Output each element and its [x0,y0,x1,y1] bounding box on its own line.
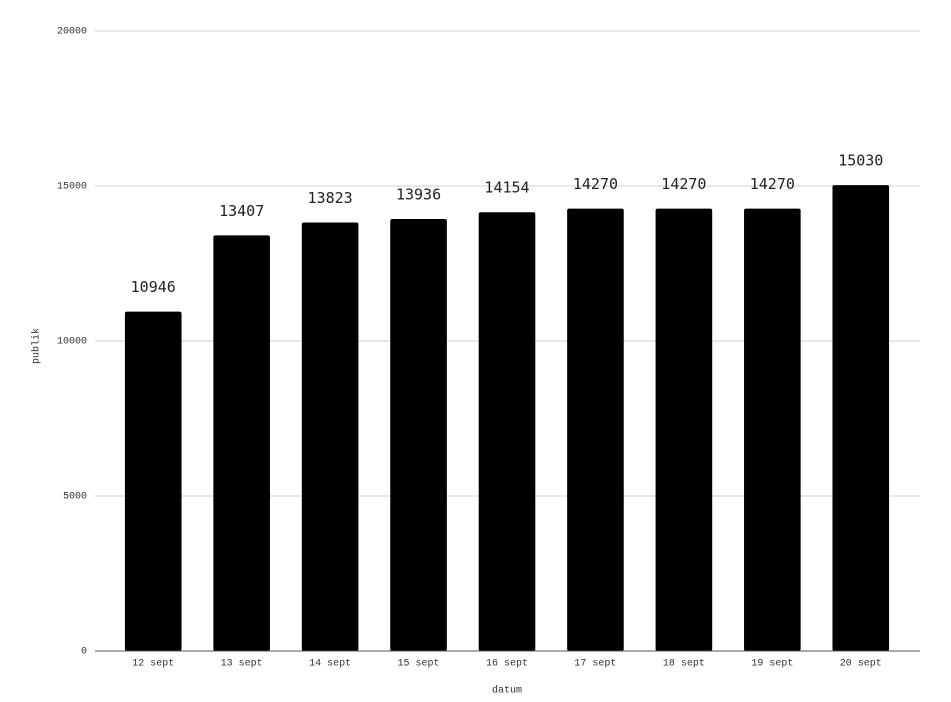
data-label: 14154 [484,179,529,197]
data-label: 10946 [131,278,176,296]
x-tick-label: 15 sept [398,659,440,670]
data-label: 14270 [750,175,795,193]
y-tick-label: 10000 [57,337,87,348]
y-tick-label: 20000 [57,27,87,38]
y-axis-label: publik [31,328,43,364]
x-tick-label: 16 sept [486,659,528,670]
bar [744,208,801,651]
data-label: 14270 [573,175,618,193]
bar [213,235,270,651]
y-tick-label: 15000 [57,182,87,193]
x-tick-label: 19 sept [751,659,793,670]
bar [301,222,359,651]
x-tick-label: 12 sept [132,659,174,670]
x-tick-label: 18 sept [663,659,705,670]
data-label: 14270 [661,175,706,193]
x-tick-label: 13 sept [221,659,263,670]
x-tick-label: 14 sept [309,659,351,670]
x-tick-label: 17 sept [574,659,616,670]
bar [567,208,624,651]
x-axis-label: datum [492,685,522,697]
data-label: 13823 [308,189,353,207]
x-tick-label: 20 sept [840,659,882,670]
bar [124,311,182,651]
y-tick-label: 0 [81,647,87,658]
data-label: 13936 [396,185,441,203]
bar [832,185,890,651]
bar [478,212,536,651]
bar [655,208,713,651]
data-label: 13407 [219,202,264,220]
data-label: 15030 [838,152,883,170]
y-tick-label: 5000 [63,492,87,503]
bar [390,218,447,651]
